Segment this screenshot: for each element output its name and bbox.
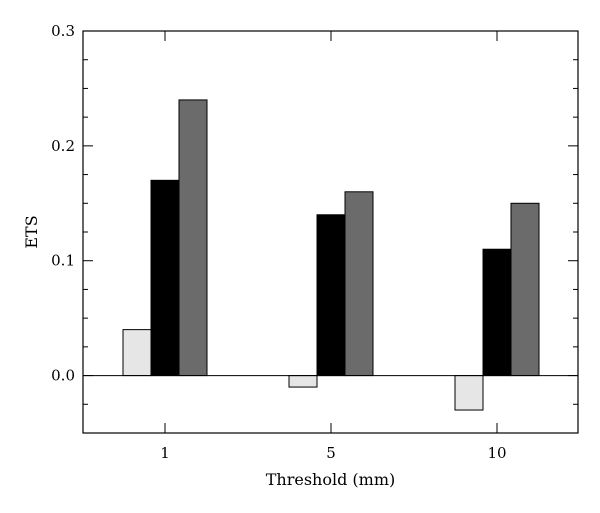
bars-group — [122, 99, 540, 411]
y-tick-label: 0.1 — [51, 252, 75, 270]
bar-s1-5 — [288, 375, 318, 388]
x-tick-label: 10 — [487, 444, 506, 462]
bar-s2-1 — [150, 179, 180, 377]
x-tick-label: 1 — [160, 444, 170, 462]
bar-s2-10 — [482, 248, 512, 377]
y-tick-label: 0.2 — [51, 137, 75, 155]
bar-s3-5 — [344, 191, 374, 377]
y-tick-label: 0.0 — [51, 367, 75, 385]
y-axis-title: ETS — [22, 215, 41, 248]
bar-s1-10 — [454, 375, 484, 411]
bar-s1-1 — [122, 329, 152, 377]
y-tick-label: 0.3 — [51, 22, 75, 40]
x-axis-title: Threshold (mm) — [266, 470, 396, 489]
bar-s3-10 — [510, 202, 540, 377]
tick-labels-group: 0.0 0.1 0.2 0.3 1 5 10 — [51, 22, 506, 462]
bar-s2-5 — [316, 214, 346, 377]
bar-s3-1 — [178, 99, 208, 377]
plot-frame — [82, 30, 579, 434]
x-tick-label: 5 — [326, 444, 336, 462]
